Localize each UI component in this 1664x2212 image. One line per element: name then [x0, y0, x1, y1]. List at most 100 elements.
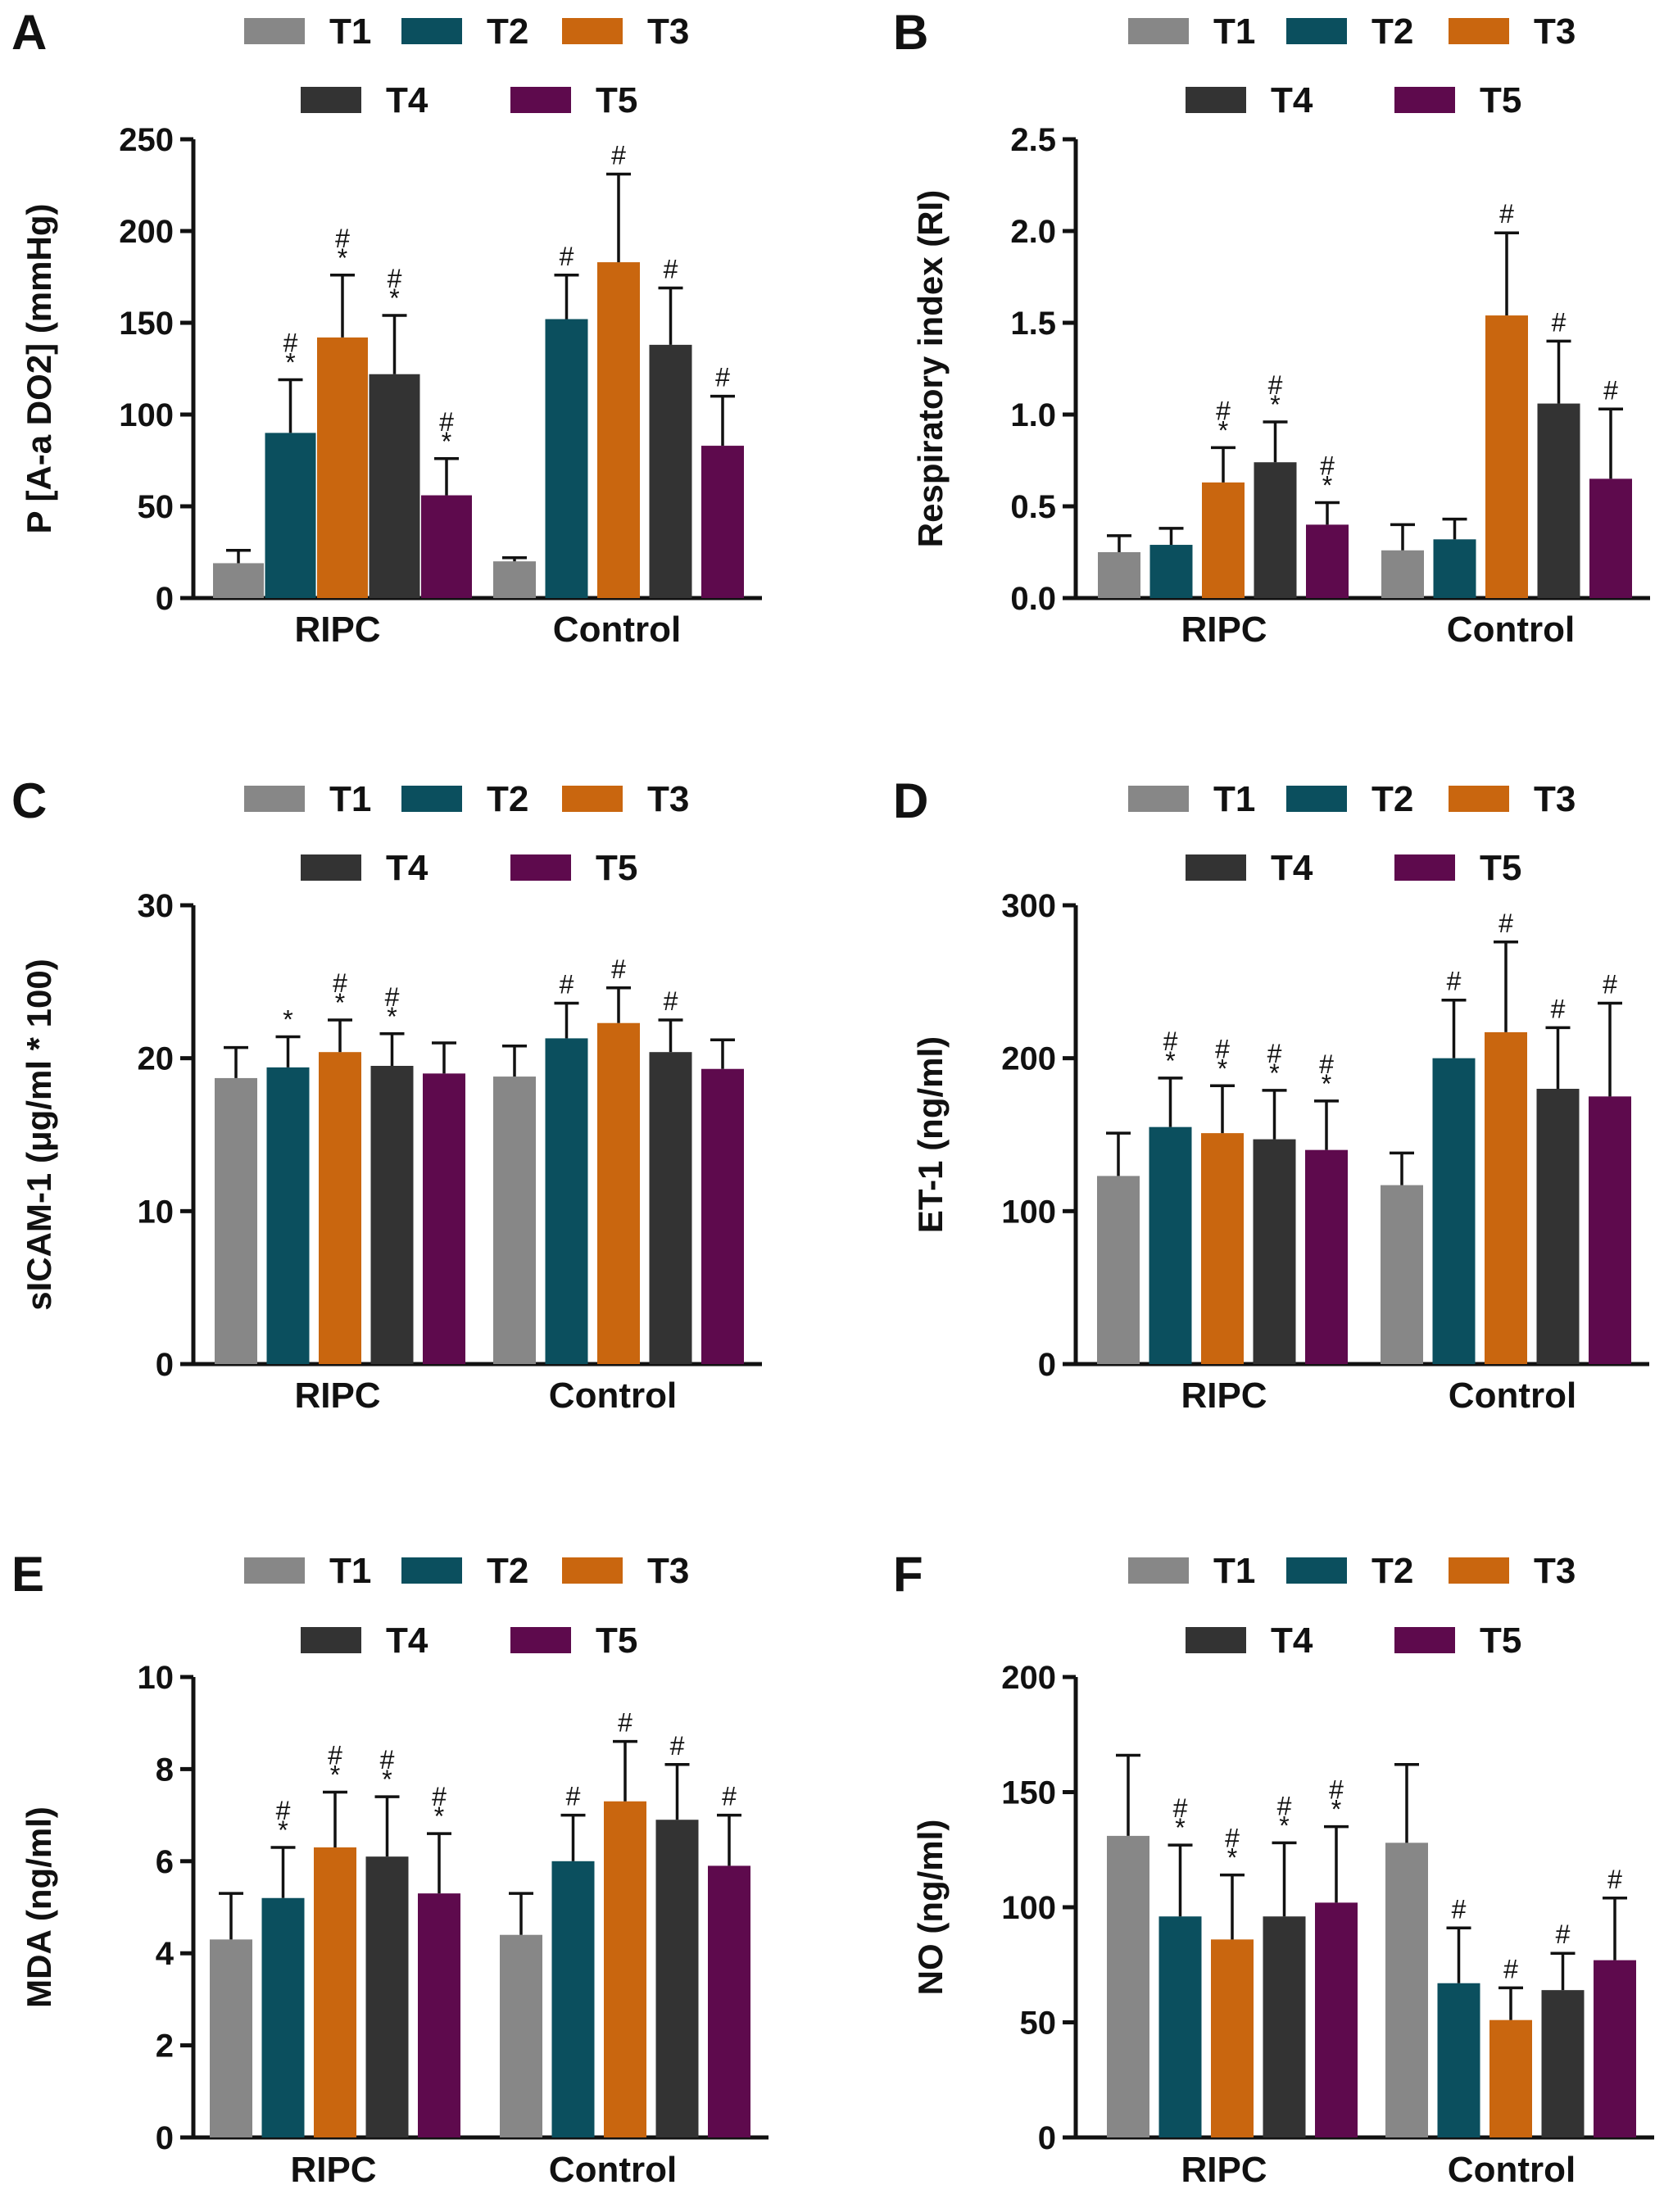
- significance-hash: #: [385, 982, 400, 1012]
- bar-ripc-t3: [1201, 1133, 1244, 1364]
- significance-star: *: [1218, 415, 1228, 445]
- legend-label-t5: T5: [1480, 848, 1521, 888]
- legend-swatch-t1: [1128, 18, 1189, 44]
- panel-letter: F: [893, 1547, 923, 1602]
- bar-control-t3: [597, 262, 640, 598]
- x-category-label-control: Control: [549, 1376, 677, 1416]
- legend-swatch-t2: [401, 1557, 462, 1584]
- significance-hash: #: [566, 1782, 581, 1811]
- legend-swatch-t4: [1186, 854, 1246, 881]
- legend-label-t4: T4: [1271, 1620, 1313, 1661]
- chart-panel-b: B T1 T2 T3 T4 T5 0.0 0.5 1.0 1.5 2.0 2.5 Respiratory…: [893, 5, 1650, 650]
- significance-star: *: [387, 1002, 397, 1031]
- significance-hash: #: [439, 407, 454, 437]
- legend-label-t5: T5: [1480, 1620, 1521, 1661]
- significance-hash: #: [1556, 1920, 1571, 1949]
- y-axis-label: MDA (ng/ml): [20, 1806, 58, 2008]
- significance-hash: #: [1551, 994, 1566, 1023]
- significance-hash: #: [560, 242, 574, 271]
- bar-ripc-t3: [319, 1052, 361, 1364]
- significance-hash: #: [1503, 1954, 1518, 1983]
- legend-swatch-t5: [1394, 1627, 1455, 1653]
- chart-panel-e: E T1 T2 T3 T4 T5 0 2 4 6 8 10 MDA (ng/ml) RIPC Control…: [11, 1547, 769, 2190]
- bar-control-t4: [1537, 403, 1580, 598]
- chart-panel-d: D T1 T2 T3 T4 T5 0 100 200 300 ET-1 (ng/ml) RIPC Con…: [893, 773, 1649, 1416]
- legend-swatch-t2: [1286, 1557, 1347, 1584]
- panel-letter: A: [11, 5, 47, 60]
- legend-swatch-t1: [244, 786, 305, 812]
- significance-star: *: [1322, 471, 1332, 501]
- bar-ripc-t3: [314, 1847, 356, 2137]
- significance-hash: #: [1552, 307, 1567, 337]
- legend-swatch-t3: [1449, 1557, 1509, 1584]
- significance-star: *: [382, 1765, 392, 1794]
- legend-label-t1: T1: [329, 1551, 371, 1591]
- significance-star: *: [278, 1815, 288, 1845]
- panel-letter: C: [11, 773, 47, 828]
- x-category-label-control: Control: [1447, 610, 1575, 650]
- bar-ripc-t2: [266, 1067, 310, 1364]
- significance-hash: #: [1268, 370, 1283, 400]
- significance-hash: #: [722, 1782, 737, 1811]
- legend: T1 T2 T3 T4 T5: [244, 11, 689, 120]
- y-tick-label: 100: [1001, 1890, 1056, 1926]
- significance-star: *: [1269, 1058, 1279, 1088]
- legend-swatch-t2: [401, 18, 462, 44]
- x-category-label-control: Control: [553, 610, 681, 650]
- chart-panel-c: C T1 T2 T3 T4 T5 0 10 20 30 sICAM-1 (μg/ml * 100) R…: [11, 773, 762, 1416]
- legend-swatch-t4: [1186, 1627, 1246, 1653]
- bar-ripc-t5: [1305, 1149, 1348, 1364]
- significance-hash: #: [388, 264, 402, 293]
- bar-control-t1: [1385, 1843, 1428, 2137]
- legend-label-t4: T4: [1271, 80, 1313, 120]
- significance-hash: #: [335, 224, 350, 253]
- significance-star: *: [338, 243, 347, 273]
- significance-hash: #: [611, 954, 626, 984]
- legend-label-t3: T3: [647, 11, 689, 52]
- y-tick-label: 100: [1001, 1194, 1056, 1230]
- bar-ripc-t2: [261, 1897, 305, 2137]
- y-tick-label: 50: [1020, 2006, 1057, 2042]
- bar-ripc-t3: [1211, 1939, 1254, 2137]
- bar-ripc-t1: [1098, 552, 1140, 598]
- significance-hash: #: [1603, 375, 1618, 405]
- significance-hash: #: [1216, 396, 1231, 425]
- bar-ripc-t4: [1263, 1916, 1306, 2137]
- y-tick-label: 8: [156, 1752, 174, 1788]
- significance-hash: #: [560, 969, 574, 999]
- y-tick-label: 1.5: [1010, 306, 1056, 342]
- significance-hash: #: [1329, 1775, 1344, 1805]
- bar-ripc-t4: [369, 374, 420, 598]
- significance-hash: #: [1173, 1793, 1188, 1823]
- y-tick-label: 0: [1038, 2120, 1056, 2156]
- bar-ripc-t2: [1158, 1916, 1202, 2137]
- significance-star: *: [1270, 390, 1280, 419]
- x-category-label-ripc: RIPC: [1181, 2150, 1267, 2190]
- significance-star: *: [434, 1802, 444, 1831]
- y-tick-label: 1.0: [1010, 397, 1056, 433]
- bar-control-t5: [1594, 1960, 1636, 2137]
- significance-hash: #: [1319, 1049, 1334, 1079]
- x-category-label-ripc: RIPC: [294, 610, 380, 650]
- significance-hash: #: [1452, 1894, 1467, 1924]
- y-tick-label: 4: [156, 1936, 175, 1972]
- legend-swatch-t5: [1394, 87, 1455, 113]
- bar-ripc-t2: [1149, 1126, 1192, 1364]
- legend-label-t3: T3: [647, 1551, 689, 1591]
- bar-control-t2: [1432, 1058, 1476, 1364]
- significance-star: *: [1331, 1795, 1341, 1824]
- legend-swatch-t3: [1449, 18, 1509, 44]
- legend-label-t3: T3: [647, 779, 689, 819]
- y-tick-label: 30: [138, 888, 175, 924]
- y-tick-label: 150: [119, 306, 174, 342]
- y-axis-label: ET-1 (ng/ml): [911, 1036, 950, 1233]
- x-category-label-control: Control: [1449, 1376, 1576, 1416]
- panel-letter: D: [893, 773, 928, 828]
- legend-swatch-t5: [510, 854, 571, 881]
- bar-control-t4: [649, 1052, 692, 1364]
- x-category-label-ripc: RIPC: [1181, 610, 1267, 650]
- significance-star: *: [442, 427, 451, 456]
- x-category-label-ripc: RIPC: [294, 1376, 380, 1416]
- legend-label-t1: T1: [1213, 11, 1255, 52]
- x-category-label-ripc: RIPC: [290, 2150, 376, 2190]
